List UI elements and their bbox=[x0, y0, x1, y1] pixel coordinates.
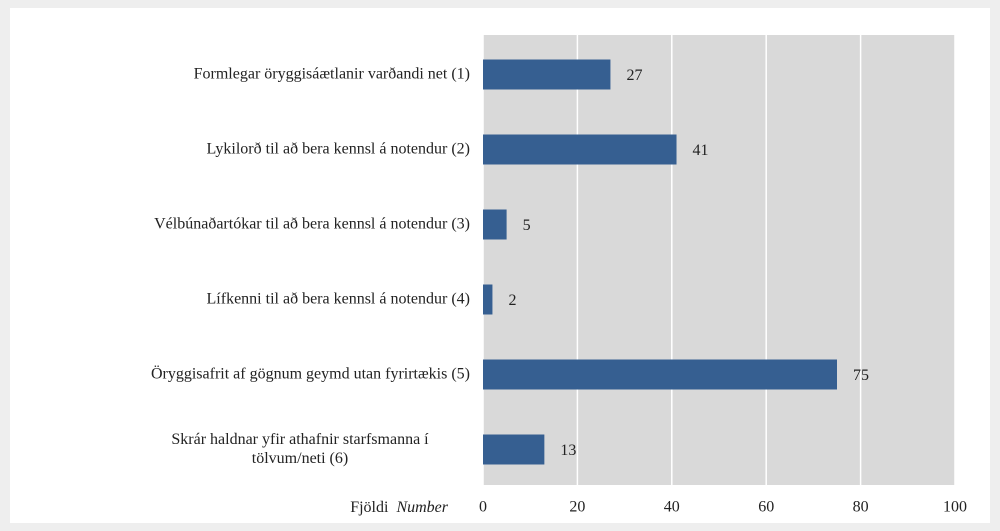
plot-area bbox=[483, 35, 955, 485]
value-label: 2 bbox=[508, 292, 516, 309]
y-tick-label: Lykilorð til að bera kennsl á notendur (… bbox=[207, 140, 470, 157]
y-tick-label: Formlegar öryggisáætlanir varðandi net (… bbox=[194, 65, 470, 82]
value-label: 5 bbox=[523, 217, 531, 234]
value-label: 13 bbox=[560, 442, 576, 459]
value-label: 27 bbox=[626, 67, 642, 84]
bar bbox=[483, 284, 493, 315]
bar bbox=[483, 209, 507, 240]
y-tick-label: Lífkenni til að bera kennsl á notendur (… bbox=[207, 290, 470, 307]
bar bbox=[483, 59, 611, 90]
x-tick-label: 80 bbox=[853, 499, 869, 516]
x-tick-label: 100 bbox=[943, 499, 967, 516]
y-tick-label: Öryggisafrit af gögnum geymd utan fyrirt… bbox=[151, 364, 470, 382]
bar bbox=[483, 134, 677, 165]
y-tick-label: Skrár haldnar yfir athafnir starfsmanna … bbox=[171, 431, 429, 467]
value-label: 41 bbox=[693, 142, 709, 159]
x-tick-label: 20 bbox=[569, 499, 585, 516]
x-axis-label: Fjöldi Number bbox=[350, 499, 449, 516]
bar bbox=[483, 359, 837, 390]
x-tick-label: 40 bbox=[664, 499, 680, 516]
value-label: 75 bbox=[853, 367, 869, 384]
x-tick-label: 60 bbox=[758, 499, 774, 516]
x-tick-label: 0 bbox=[479, 499, 487, 516]
y-tick-label: Vélbúnaðartókar til að bera kennsl á not… bbox=[154, 215, 470, 232]
bar bbox=[483, 434, 545, 465]
